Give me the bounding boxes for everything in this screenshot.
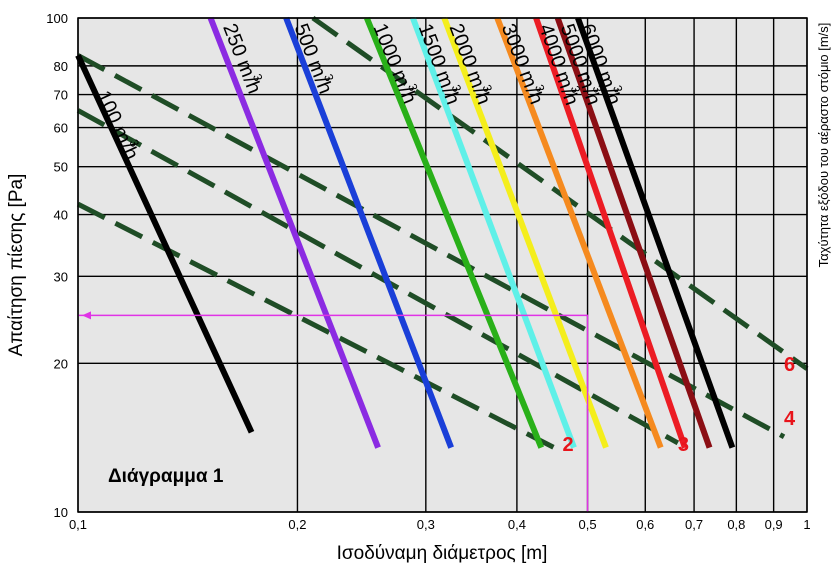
x-tick-label: 0,5 [579,517,597,532]
flow-line-7 [494,16,664,449]
x-tick-label: 0,9 [765,517,783,532]
flow-label-superscript: 3 [480,83,496,94]
flow-label-superscript: 3 [610,83,626,94]
y-tick-label: 30 [54,269,68,284]
flow-label-unit: /h [468,84,494,107]
x-tick-label: 0,6 [636,517,654,532]
y-tick-label: 10 [54,505,68,520]
flow-line-3 [283,16,454,449]
plot-frame [77,17,808,513]
flow-line-1 [75,54,255,434]
y-tick-label: 70 [54,88,68,103]
example-path-line [78,314,589,512]
flow-lines [75,16,736,449]
x-tick-labels: 0,1 0,2 0,3 0,4 0,5 0,6 0,7 0,8 0,9 1 [69,517,811,532]
y-tick-label: 20 [54,356,68,371]
chart-title: Διάγραμμα 1 [108,466,224,487]
velocity-label-6: 6 [784,354,795,376]
velocity-line-3 [76,108,680,446]
flow-label-superscript: 3 [568,84,584,95]
flow-label-unit: /h [521,84,547,107]
x-tick-label: 1 [803,517,810,532]
flow-label-unit: /h [239,73,266,97]
flow-line-8 [533,17,688,449]
flow-label-unit: /h [557,85,583,108]
y-tick-label: 80 [54,59,68,74]
x-tick-label: 0,2 [288,517,306,532]
flow-label-superscript: 3 [321,72,337,84]
example-path-arrowhead [82,311,91,320]
example-path [78,311,589,512]
x-tick-label: 0,1 [69,517,87,532]
y-axis-label: Απαίτηση πίεσης [Pa] [6,174,27,357]
flow-line-9 [554,17,713,449]
flow-line-4 [364,16,545,449]
title-box [96,458,254,492]
flow-label-unit: /h [437,84,463,107]
flow-label-unit: /h [394,83,421,107]
x-tick-label: 0,3 [417,517,435,532]
flow-line-2 [207,16,381,449]
flow-line-6 [441,16,609,449]
flow-label-superscript: 3 [250,72,266,84]
y-tick-label: 50 [54,160,68,175]
x-axis-label: Ισοδύναμη διάμετρος [m] [337,543,548,564]
y-tick-label: 100 [46,11,68,26]
flow-line-5 [410,16,577,449]
flow-label-superscript: 3 [590,84,606,95]
velocity-labels: 2 3 4 6 [563,354,797,456]
velocity-lines [76,15,809,450]
x-tick-label: 0,8 [727,517,745,532]
flow-label-unit: /h [599,85,625,108]
x-tick-label: 0,4 [508,517,526,532]
velocity-line-4 [76,53,786,439]
flow-line-10 [575,16,736,449]
velocity-line-6 [311,15,809,371]
flow-label-superscript: 3 [532,83,548,95]
velocity-label-2: 2 [563,434,574,456]
flow-label-superscript: 3 [405,82,421,94]
flow-label-superscript: 3 [449,83,465,94]
velocity-line-2 [76,201,556,450]
y-tick-label: 60 [54,121,68,136]
y-tick-label: 40 [54,208,68,223]
velocity-label-4: 4 [784,408,796,430]
flow-label-unit: /h [310,73,337,96]
velocity-label-3: 3 [678,434,689,456]
x-tick-label: 0,7 [685,517,703,532]
right-axis-label: Ταχύτητα εξόδου του αέραστο στόμιο [m/s] [816,23,831,268]
y-tick-labels: 10 20 30 40 50 60 70 80 100 [46,11,68,520]
flow-label-unit: /h [578,85,604,108]
